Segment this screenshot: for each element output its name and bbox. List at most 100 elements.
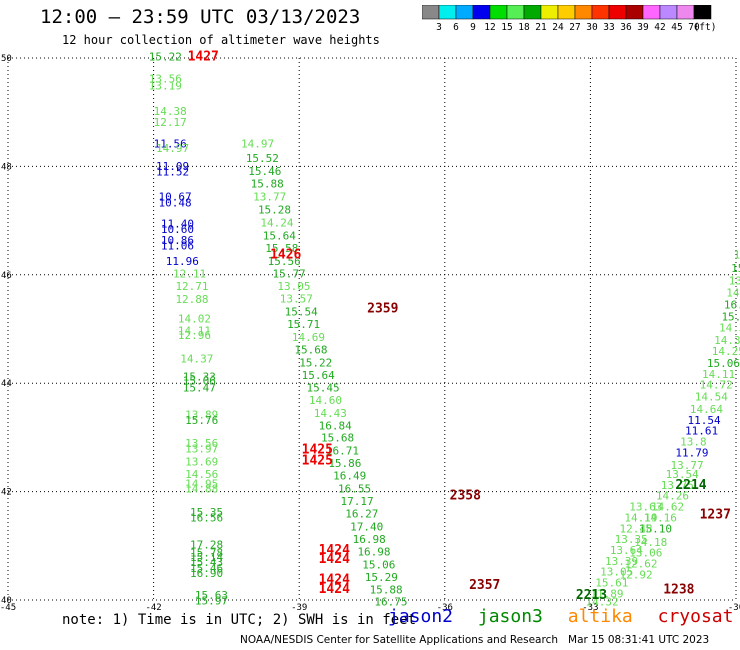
pass-time-label: 2214 (675, 478, 706, 493)
swh-value-label: 16.27 (345, 508, 378, 521)
swh-value-label: 12.88 (175, 293, 208, 306)
colorbar-tick-label: 12 (484, 22, 495, 33)
legend-jason2: jason2 (388, 606, 454, 627)
swh-value-label: 13.77 (670, 459, 703, 472)
colorbar-tick-label: 24 (552, 22, 564, 33)
swh-value-label: 15.78 (190, 547, 223, 560)
swh-value-label: 15.33 (183, 370, 216, 383)
swh-value-label: 11.40 (161, 218, 194, 231)
colorbar-tick-label: 21 (535, 22, 547, 33)
swh-value-label: 16.98 (353, 533, 386, 546)
swh-value-label: 15.64 (302, 369, 335, 382)
swh-value-label: 11.79 (675, 446, 708, 459)
swh-value-label: 12.48 (620, 522, 653, 535)
y-tick-label: 48 (1, 162, 12, 172)
swh-value-label: 15.06 (183, 374, 216, 387)
swh-value-label: 14.34 (719, 322, 740, 335)
colorbar-unit-label: (ft) (694, 22, 717, 33)
swh-value-label: 14.69 (292, 331, 325, 344)
swh-value-label: 14.18 (634, 536, 667, 549)
swh-value-label: 15.46 (190, 562, 223, 575)
swh-value-label: 10.48 (158, 197, 191, 210)
swh-value-label: 16.71 (326, 445, 359, 458)
swh-value-label: 16.75 (374, 595, 407, 608)
swh-value-label: 10.86 (161, 234, 194, 247)
swh-value-label: 15 (731, 262, 740, 275)
swh-value-label: 14.88 (185, 483, 218, 496)
swh-value-label: 16.90 (190, 567, 223, 580)
swh-value-label: 13.63 (629, 501, 662, 514)
colorbar-tick-label: 39 (637, 22, 649, 33)
swh-value-label: 15.68 (321, 432, 354, 445)
colorbar-tick-label: 15 (501, 22, 512, 33)
swh-value-label: 15.71 (287, 318, 320, 331)
swh-value-label: 13.89 (185, 408, 218, 421)
swh-value-label: 15.77 (273, 268, 306, 281)
swh-value-label: 15.97 (195, 594, 228, 607)
swh-value-label: 15.54 (285, 305, 318, 318)
swh-value-label: 15.22 (149, 51, 182, 64)
swh-value-label: 13.06 (629, 547, 662, 560)
swh-value-label: 14.97 (241, 137, 274, 150)
swh-value-label: 15.28 (258, 204, 291, 217)
swh-value-label: 11.54 (687, 414, 720, 427)
swh-value-label: 15.63 (195, 589, 228, 602)
swh-value-label: 15.06 (707, 357, 740, 370)
swh-value-label: 15.46 (248, 165, 281, 178)
y-tick-label: 40 (1, 596, 12, 606)
swh-value-label: 15.43 (190, 556, 223, 569)
swh-value-label: 15.10 (639, 522, 672, 535)
swh-value-label: 13.05 (277, 280, 310, 293)
swh-value-label: 17.40 (350, 521, 383, 534)
swh-value-label: 13.69 (185, 456, 218, 469)
swh-value-label: 13.57 (280, 292, 313, 305)
swh-value-label: 14.56 (185, 468, 218, 481)
swh-value-label: 13.19 (149, 79, 182, 92)
swh-value-label: 14.54 (695, 391, 728, 404)
swh-value-label: 10.60 (161, 223, 194, 236)
swh-value-label: 14.19 (624, 511, 657, 524)
colorbar-tick-label: 70 (688, 22, 700, 33)
swh-value-label: 14.37 (180, 353, 213, 366)
swh-value-label: 11.96 (166, 255, 199, 268)
pass-time-label: 1237 (700, 508, 731, 523)
satellite-legend: jason2 jason3 altika cryosat s3a (388, 606, 740, 627)
swh-value-label: 14.30 (714, 334, 740, 347)
swh-value-label: 11.56 (154, 137, 187, 150)
pass-time-label: 1424 (319, 573, 350, 588)
legend-jason3: jason3 (477, 606, 543, 627)
x-tick-label: -39 (291, 603, 307, 613)
colorbar-tick-label: 36 (620, 22, 632, 33)
swh-value-label: 11.52 (156, 166, 189, 179)
pass-time-label: 2359 (367, 302, 398, 317)
swh-value-label: 13.8 (680, 436, 707, 449)
swh-value-label: 14.43 (314, 407, 347, 420)
swh-value-label: 15.52 (246, 152, 279, 165)
chart-title: 12:00 – 23:59 UTC 03/13/2023 (40, 6, 361, 28)
swh-value-label: 11.06 (161, 239, 194, 252)
swh-value-label: 15.88 (251, 178, 284, 191)
swh-value-label: 14.79 (726, 286, 740, 299)
swh-value-label: 14.16 (644, 511, 677, 524)
swh-value-label: 16.98 (357, 546, 390, 559)
swh-value-label: 16.39 (724, 298, 740, 311)
colorbar-tick-label: 3 (436, 22, 442, 33)
colorbar-tick-label: 42 (654, 22, 665, 33)
swh-value-label: 14.24 (260, 217, 293, 230)
swh-value-label: 10.67 (158, 191, 191, 204)
colorbar-tick-label: 30 (586, 22, 598, 33)
swh-value-label: 14.64 (690, 403, 723, 416)
swh-value-label: 11.61 (685, 425, 718, 438)
swh-value-label: 12.92 (620, 568, 653, 581)
swh-value-label: 12.71 (175, 280, 208, 293)
credit-text: NOAA/NESDIS Center for Satellite Applica… (240, 634, 710, 646)
swh-value-label: 15.86 (328, 457, 361, 470)
swh-value-label: 14.11 (702, 368, 735, 381)
swh-value-label: 14.25 (712, 345, 740, 358)
colorbar-legend: 3 6 9 12 15 18 21 24 27 30 33 36 39 42 45 70(ft) (422, 5, 717, 33)
swh-value-label: 14.95 (185, 477, 218, 490)
swh-value-label: 13.77 (253, 191, 286, 204)
swh-value-label: 14.62 (651, 501, 684, 514)
